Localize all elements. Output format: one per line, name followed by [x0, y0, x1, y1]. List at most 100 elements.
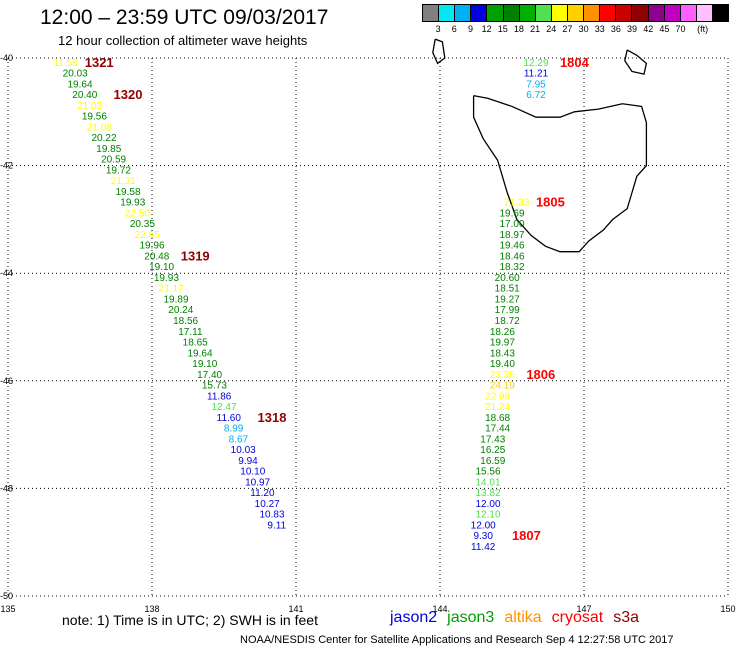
wave-height-value: 18.46 [499, 251, 524, 262]
track-time-label: 1319 [181, 248, 210, 263]
wave-height-value: 7.95 [526, 79, 546, 90]
wave-height-value: 18.97 [499, 230, 524, 241]
wave-height-value: 19.56 [82, 112, 107, 123]
color-swatch [471, 5, 488, 21]
tasmania-coastline [432, 38, 648, 253]
color-swatch [423, 5, 440, 21]
color-scale-tick: 70 [675, 24, 686, 34]
color-scale-tick: 18 [513, 24, 524, 34]
color-scale-tick: 30 [578, 24, 589, 34]
wave-height-value: 19.58 [115, 187, 140, 198]
track-time-label: 1318 [258, 410, 287, 425]
island-coastline-path [432, 38, 446, 65]
wave-height-value: 19.89 [163, 294, 188, 305]
wave-height-value: 15.56 [475, 467, 500, 478]
color-swatch [567, 5, 585, 21]
satellite-legend: jason2 jason3 altika cryosat s3a [390, 609, 649, 627]
color-swatch [439, 5, 456, 21]
wave-height-value: 10.27 [255, 499, 280, 510]
footer-credit: NOAA/NESDIS Center for Satellite Applica… [240, 634, 674, 646]
wave-height-value: 11.21 [524, 69, 549, 80]
color-swatch [696, 5, 713, 21]
wave-height-value: 16.25 [480, 445, 505, 456]
lat-label: -44 [0, 268, 13, 278]
wave-height-value: 18.32 [499, 262, 524, 273]
wave-height-value: 17.43 [480, 434, 505, 445]
wave-height-value: 19.40 [490, 359, 515, 370]
wave-height-value: 21.33 [504, 198, 529, 209]
wave-height-value: 19.93 [154, 273, 179, 284]
map-subtitle: 12 hour collection of altimeter wave hei… [58, 33, 308, 48]
wave-height-value: 23.35 [490, 370, 515, 381]
satellite-label-s3a: s3a [613, 609, 640, 626]
wave-height-value: 17.11 [178, 327, 203, 338]
wave-height-value: 19.69 [499, 208, 524, 219]
color-scale-tick: 6 [451, 24, 457, 34]
wave-height-value: 20.48 [144, 251, 169, 262]
color-swatch [616, 5, 633, 21]
color-swatch [712, 5, 729, 21]
wave-height-value: 10.83 [259, 510, 284, 521]
color-scale-tick: 39 [627, 24, 638, 34]
color-scale-tick: 24 [546, 24, 557, 34]
color-swatch [632, 5, 649, 21]
track-time-label: 1321 [85, 55, 114, 70]
track-time-label: 1320 [114, 87, 143, 102]
wave-height-value: 20.22 [91, 133, 116, 144]
lon-label: 141 [288, 604, 303, 614]
wave-height-value: 22.50 [125, 208, 150, 219]
map-title: 12:00 – 23:59 UTC 09/03/2017 [40, 6, 329, 29]
wave-height-value: 21.03 [77, 101, 102, 112]
wave-height-value: 19.96 [139, 241, 164, 252]
color-swatch [551, 5, 568, 21]
wave-height-value: 20.35 [130, 219, 155, 230]
wave-height-value: 21.24 [485, 402, 510, 413]
color-scale-tick: 3 [435, 24, 441, 34]
color-scale-tick: (ft) [697, 24, 709, 34]
wave-height-value: 15.73 [202, 381, 227, 392]
wave-height-value: 17.40 [197, 370, 222, 381]
lat-label: -48 [0, 483, 13, 493]
wave-height-value: 20.60 [495, 273, 520, 284]
wave-height-value: 19.10 [192, 359, 217, 370]
color-swatch [648, 5, 665, 21]
wave-height-value: 18.72 [495, 316, 520, 327]
wave-height-color-scale: 3 6 9 12 15 18 21 24 27 30 33 36 39 42 45 70 (ft) [422, 4, 729, 36]
units-note: note: 1) Time is in UTC; 2) SWH is in fe… [62, 612, 318, 628]
wave-height-value: 22.65 [135, 230, 160, 241]
lat-label: -40 [0, 53, 13, 63]
wave-height-value: 12.10 [475, 510, 500, 521]
wave-height-value: 19.46 [499, 241, 524, 252]
lon-label: 138 [144, 604, 159, 614]
color-swatch [535, 5, 552, 21]
wave-height-value: 19.64 [187, 348, 212, 359]
color-swatch [680, 5, 697, 21]
wave-height-value: 18.56 [173, 316, 198, 327]
wave-height-value: 19.27 [495, 294, 520, 305]
lat-label: -50 [0, 591, 13, 601]
wave-height-value: 21.17 [159, 284, 184, 295]
lat-label: -46 [0, 376, 13, 386]
lon-label: 144 [432, 604, 447, 614]
wave-height-value: 8.99 [224, 424, 244, 435]
wave-height-value: 19.64 [67, 79, 92, 90]
wave-height-value: 19.72 [106, 165, 131, 176]
color-scale-tick: 15 [497, 24, 508, 34]
satellite-label-altika: altika [504, 609, 542, 626]
lon-label: 150 [720, 604, 735, 614]
color-swatch [600, 5, 617, 21]
wave-height-value: 8.67 [229, 434, 249, 445]
satellite-label-cryosat: cryosat [551, 609, 604, 626]
wave-height-value: 12.00 [471, 520, 496, 531]
color-scale-tick: 33 [594, 24, 605, 34]
wave-height-value: 21.08 [87, 122, 112, 133]
color-scale-tick: 42 [643, 24, 654, 34]
track-time-label: 1806 [526, 367, 555, 382]
wave-height-value: 18.65 [183, 338, 208, 349]
wave-height-value: 13.82 [475, 488, 500, 499]
lon-label: 135 [0, 604, 15, 614]
track-time-label: 1804 [560, 55, 590, 70]
color-scale-tick: 21 [530, 24, 541, 34]
wave-height-value: 16.59 [480, 456, 505, 467]
wave-height-value: 20.40 [72, 90, 97, 101]
